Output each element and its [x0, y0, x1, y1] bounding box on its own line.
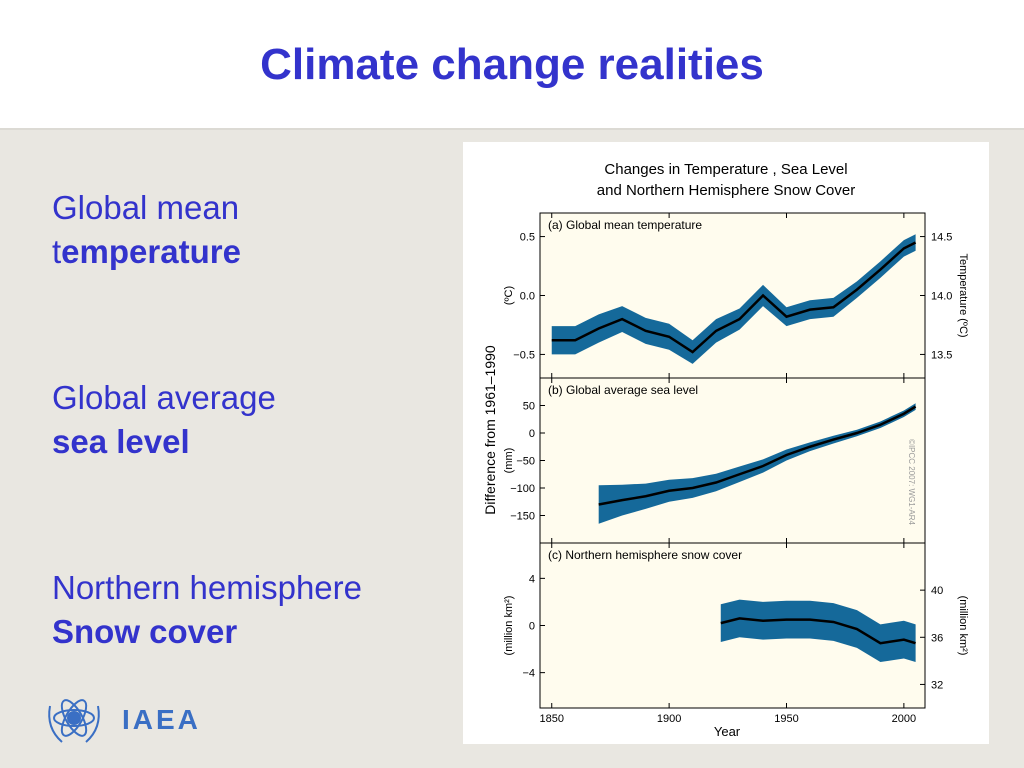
- uncertainty-band: [598, 403, 916, 524]
- header: Climate change realities: [0, 0, 1024, 130]
- y-tick-label: −150: [510, 511, 535, 523]
- credit: ©IPCC 2007: WG1-AR4: [907, 439, 916, 525]
- x-tick-label: 1950: [774, 713, 798, 725]
- y2-tick-label: 14.0: [931, 291, 952, 303]
- logo: IAEA: [48, 699, 201, 743]
- y2-axis-label: Temperature (ºC): [957, 253, 969, 337]
- y-axis-label: (million km²): [503, 596, 515, 656]
- y2-axis-label: (million km²): [957, 596, 969, 656]
- bullet-bold: sea level: [52, 423, 190, 460]
- bullet-bold: emperature: [61, 233, 241, 270]
- y-axis-label: (mm): [503, 448, 515, 474]
- smoothed-line: [720, 617, 916, 645]
- panel-title: (b) Global average sea level: [548, 383, 698, 397]
- x-tick-label: 2000: [892, 713, 916, 725]
- plot-area: [540, 213, 925, 378]
- bullet-line: Northern hemisphere: [52, 569, 362, 606]
- figure-y-label: Difference from 1961–1990: [482, 345, 498, 515]
- bullet-line: Global mean: [52, 189, 240, 226]
- slide-title: Climate change realities: [260, 40, 764, 89]
- uncertainty-band: [720, 599, 916, 663]
- y2-tick-label: 13.5: [931, 349, 952, 361]
- y-axis-label: (ºC): [503, 286, 515, 305]
- uncertainty-band: [551, 234, 916, 364]
- y-tick-label: −50: [516, 456, 535, 468]
- panel-title: (a) Global mean temperature: [548, 218, 702, 232]
- y2-tick-label: 40: [931, 585, 943, 597]
- smoothed-line: [551, 241, 917, 354]
- x-tick-label: 1850: [539, 713, 563, 725]
- y-tick-label: 4: [529, 573, 535, 585]
- figure-title: Changes in Temperature , Sea Level: [604, 161, 847, 178]
- bullet: Northern hemisphere Snow cover: [52, 566, 362, 654]
- y-tick-label: −100: [510, 483, 535, 495]
- bullet-plain: t: [52, 233, 62, 270]
- figure: Changes in Temperature , Sea Level and N…: [463, 142, 989, 744]
- y-tick-label: −0.5: [513, 349, 535, 361]
- plot-area: [540, 378, 925, 543]
- bullet-line: Global average: [52, 379, 276, 416]
- logo-text: IAEA: [122, 704, 201, 735]
- smoothed-line: [598, 405, 917, 506]
- figure-title: and Northern Hemisphere Snow Cover: [597, 182, 855, 199]
- y-tick-label: −4: [522, 668, 535, 680]
- figure-x-label: Year: [714, 724, 741, 739]
- y2-tick-label: 32: [931, 679, 943, 691]
- bullet-bold: Snow cover: [52, 613, 238, 650]
- bullet: Global mean temperature: [52, 186, 241, 274]
- bullet: Global average sea level: [52, 376, 276, 464]
- y-tick-label: 0.5: [520, 232, 535, 244]
- panel-title: (c) Northern hemisphere snow cover: [548, 548, 742, 562]
- y-tick-label: 0: [529, 428, 535, 440]
- y-tick-label: 50: [523, 401, 535, 413]
- y-tick-label: 0.0: [520, 291, 535, 303]
- x-tick-label: 1900: [657, 713, 681, 725]
- y2-tick-label: 36: [931, 632, 943, 644]
- logo-emblem: [48, 699, 100, 743]
- y2-tick-label: 14.5: [931, 232, 952, 244]
- y-tick-label: 0: [529, 621, 535, 633]
